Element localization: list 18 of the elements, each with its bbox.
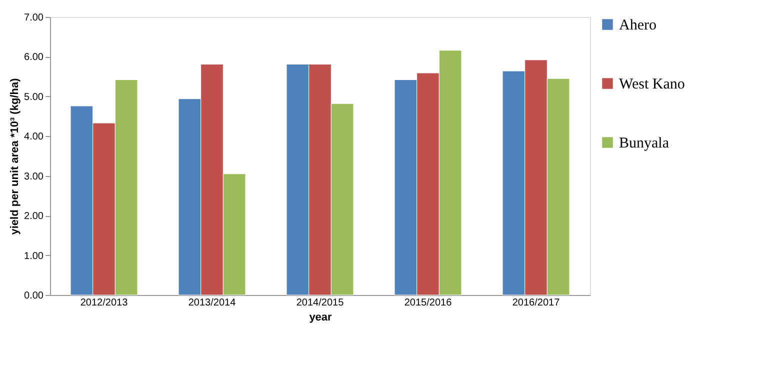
y-tick-label: 4.00 bbox=[24, 132, 44, 143]
y-tick-label: 6.00 bbox=[24, 52, 44, 64]
x-tick-label: 2016/2017 bbox=[512, 298, 560, 308]
x-tick-label: 2013/2014 bbox=[188, 298, 236, 308]
y-tick-label: 7.00 bbox=[24, 12, 44, 24]
y-tick-label: 2.00 bbox=[24, 211, 44, 222]
legend-label: Ahero bbox=[619, 18, 656, 34]
x-tick-label: 2014/2015 bbox=[296, 298, 344, 308]
x-tick-label: 2015/2016 bbox=[404, 298, 452, 308]
legend-label: Bunyala bbox=[619, 136, 670, 152]
y-axis-title: yield per unit area *10³ (kg/ha) bbox=[9, 78, 22, 235]
y-tick-label: 5.00 bbox=[24, 92, 44, 103]
y-tick-label: 3.00 bbox=[24, 171, 44, 182]
x-tick-label: 2012/2013 bbox=[80, 298, 128, 308]
y-tick-label: 1.00 bbox=[24, 250, 44, 262]
legend-label: West Kano bbox=[619, 76, 685, 92]
y-tick-label: 0.00 bbox=[24, 290, 44, 302]
x-axis-title: year bbox=[309, 312, 333, 324]
